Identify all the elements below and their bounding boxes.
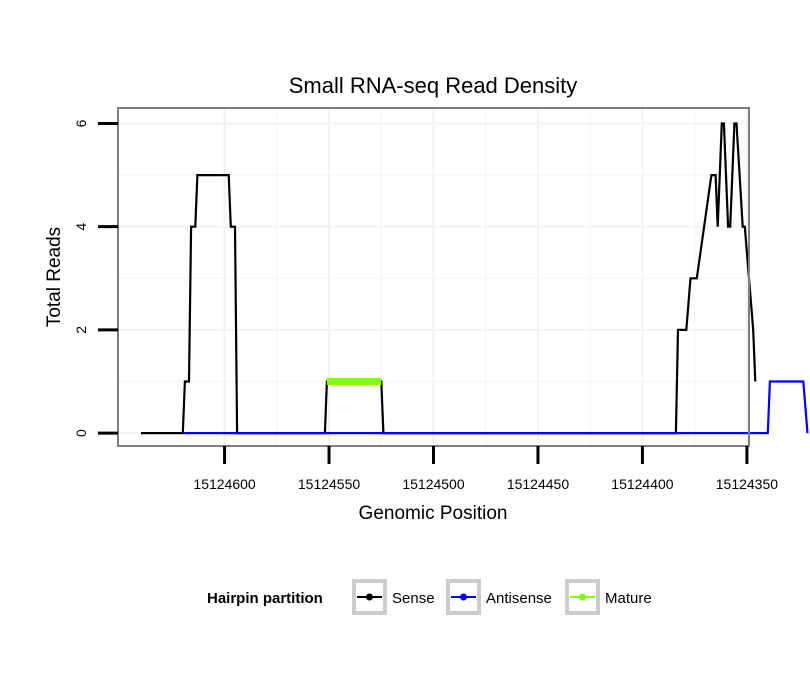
legend: Hairpin partition Sense Antisense Mature bbox=[207, 579, 652, 615]
legend-point-mature bbox=[579, 593, 586, 601]
chart-title: Small RNA-seq Read Density bbox=[289, 73, 578, 98]
legend-label-mature: Mature bbox=[605, 590, 652, 607]
plot-area bbox=[117, 107, 809, 447]
y-tick-label-3: 6 bbox=[73, 119, 89, 127]
x-tick-label-4: 15124400 bbox=[611, 476, 674, 492]
legend-point-antisense bbox=[460, 593, 467, 601]
y-tick-label-0: 0 bbox=[73, 429, 89, 437]
y-axis-title: Total Reads bbox=[44, 227, 65, 327]
x-tick-label-5: 15124350 bbox=[716, 476, 779, 492]
y-axis: 0 2 4 6 bbox=[73, 119, 118, 437]
series-layer bbox=[141, 122, 809, 435]
legend-label-sense: Sense bbox=[392, 590, 435, 607]
x-axis: 15124600 15124550 15124500 15124450 15124400… bbox=[193, 446, 778, 492]
x-tick-label-1: 15124550 bbox=[298, 476, 361, 492]
x-tick-label-2: 15124500 bbox=[402, 476, 465, 492]
x-axis-title: Genomic Position bbox=[359, 503, 508, 524]
y-tick-label-1: 2 bbox=[73, 326, 89, 334]
y-tick-label-2: 4 bbox=[73, 223, 89, 231]
x-tick-label-3: 15124450 bbox=[507, 476, 570, 492]
series-line-antisense bbox=[182, 380, 809, 435]
legend-title: Hairpin partition bbox=[207, 590, 323, 607]
legend-entries: Sense Antisense Mature bbox=[352, 579, 652, 615]
legend-label-antisense: Antisense bbox=[486, 590, 552, 607]
legend-point-sense bbox=[366, 593, 373, 601]
x-tick-label-0: 15124600 bbox=[193, 476, 256, 492]
